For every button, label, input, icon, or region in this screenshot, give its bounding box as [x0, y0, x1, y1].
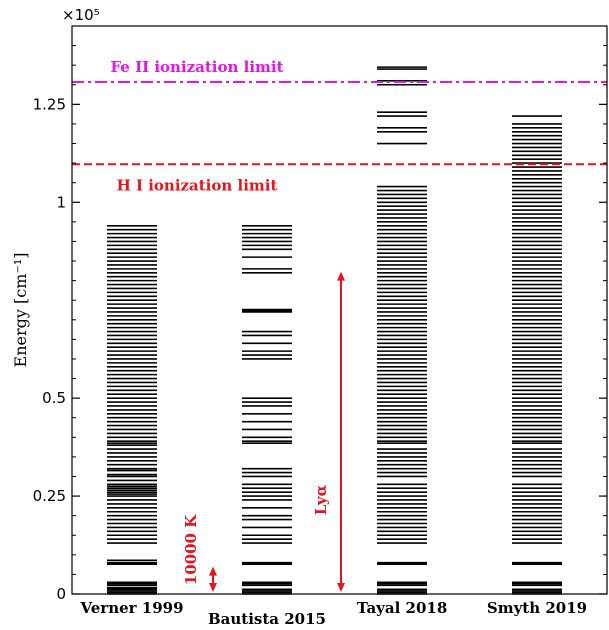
plot-frame — [71, 25, 608, 595]
y-tick-label: 1 — [56, 193, 66, 211]
category-label: Smyth 2019 — [487, 599, 587, 617]
annotation-arrow-head — [209, 583, 217, 592]
y-axis-label: Energy [cm⁻¹] — [11, 253, 30, 368]
category-label: Verner 1999 — [79, 599, 183, 617]
y-tick-label: 1.25 — [33, 95, 66, 113]
y-tick-label: 0.25 — [33, 487, 66, 505]
category-label: Tayal 2018 — [357, 599, 448, 617]
y-tick-label: 0.5 — [42, 389, 66, 407]
annotation-arrow-head — [209, 566, 217, 576]
annotations-layer: 10000 K Lyα — [182, 271, 345, 592]
category-label: Bautista 2015 — [208, 610, 326, 628]
reference-lines-layer: Fe II ionization limit H I ionization lim… — [72, 58, 607, 194]
annotation-label: 10000 K — [182, 514, 200, 585]
annotation-arrow-head — [337, 271, 345, 281]
levels-layer — [107, 66, 562, 595]
category-labels-layer: Verner 1999 Bautista 2015 Tayal 2018 Smyth … — [79, 599, 587, 628]
y-exponent-label: ×10⁵ — [62, 6, 100, 24]
annotation-arrow-head — [337, 583, 345, 592]
annotation-label: Lyα — [312, 484, 330, 515]
y-ticks-layer: 0 0.25 0.5 1 1.25 — [33, 45, 607, 603]
reference-line-label: H I ionization limit — [117, 176, 278, 194]
y-tick-label: 0 — [56, 585, 66, 603]
reference-line-label: Fe II ionization limit — [110, 58, 283, 76]
